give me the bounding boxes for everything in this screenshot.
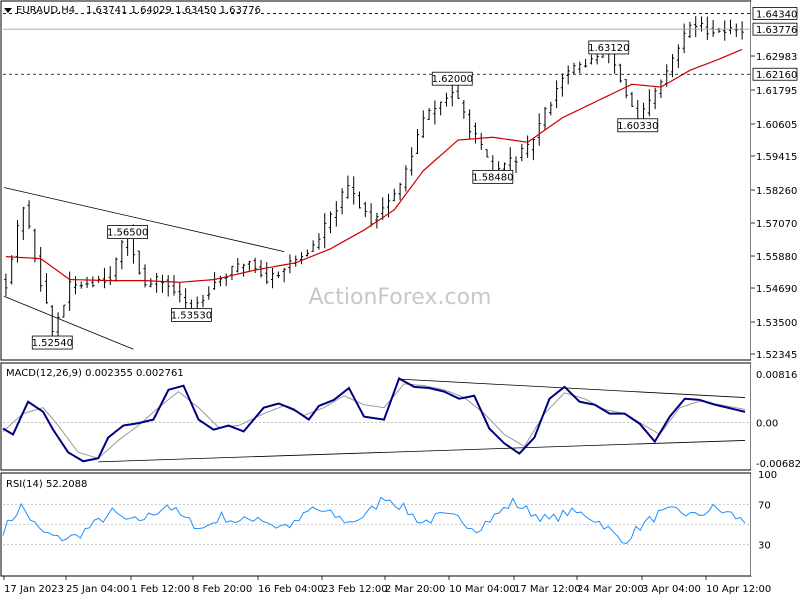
- price-tick-label: 1.59415: [756, 152, 797, 163]
- price-annotation-box: [107, 225, 149, 239]
- time-tick-label: 17 Jan 2023: [4, 584, 64, 595]
- time-tick-label: 10 Apr 12:00: [706, 584, 771, 595]
- time-tick-label: 24 Mar 20:00: [577, 584, 644, 595]
- price-tick-label: 1.61795: [756, 86, 797, 97]
- rsi-title: RSI(14) 52.2088: [6, 479, 87, 490]
- price-annotation-label: 1.58480: [472, 172, 513, 183]
- price-annotation-box: [588, 40, 630, 55]
- price-annotation-label: 1.63120: [588, 43, 629, 54]
- rsi-layer: [2, 496, 751, 546]
- price-scale: [751, 1, 799, 576]
- moving-average-line: [5, 48, 743, 283]
- time-tick-label: 23 Feb 12:00: [322, 584, 388, 595]
- watermark: ActionForex.com: [309, 285, 492, 310]
- time-tick-label: 17 Mar 12:00: [514, 584, 581, 595]
- price-level-badge: [752, 22, 798, 36]
- macd-tick-label: 0.00: [756, 419, 778, 430]
- price-annotation-label: 1.53530: [171, 310, 212, 321]
- macd-line: [2, 377, 746, 463]
- macd-signal-line: [2, 383, 746, 459]
- time-tick-label: 10 Mar 04:00: [449, 584, 516, 595]
- price-layer: 1.56500 1.52540 1.53530 1.62000 1.58480 1.631…: [3, 13, 751, 350]
- rsi-tick-label: 100: [758, 470, 777, 481]
- rsi-line: [2, 496, 746, 544]
- price-tick-label: 1.55880: [756, 252, 797, 263]
- price-trendline: [3, 295, 134, 350]
- price-annotation-label: 1.60330: [617, 121, 658, 132]
- price-annotation-box: [431, 71, 473, 86]
- macd-trendline: [98, 440, 746, 463]
- price-tick-label: 1.54690: [756, 284, 797, 295]
- time-tick-label: 8 Feb 20:00: [193, 584, 252, 595]
- price-annotation-label: 1.52540: [32, 338, 73, 349]
- price-level-badge-label: 1.63776: [756, 25, 797, 36]
- time-tick-label: 1 Feb 12:00: [131, 584, 190, 595]
- macd-panel: [0, 362, 752, 471]
- axis-layer: 1.641751.629831.617951.606051.594151.582…: [3, 7, 800, 595]
- price-tick-label: 1.53500: [756, 318, 797, 329]
- macd-layer: [2, 377, 751, 463]
- price-tick-label: 1.52345: [756, 350, 797, 361]
- chart-menu-arrow-icon[interactable]: [4, 8, 12, 13]
- rsi-tick-label: 30: [758, 541, 771, 552]
- time-tick-label: 3 Apr 04:00: [642, 584, 701, 595]
- price-level-badge-label: 1.62160: [756, 70, 797, 81]
- macd-trendline: [399, 378, 746, 398]
- ohlc-values: 1.63741 1.64029 1.63450 1.63776: [86, 5, 261, 16]
- time-tick-label: 2 Mar 20:00: [385, 584, 445, 595]
- price-annotation-box: [31, 335, 73, 350]
- macd-title: MACD(12,26,9) 0.002355 0.002761: [6, 368, 184, 379]
- price-annotation-box: [170, 308, 212, 322]
- price-annotation-label: 1.62000: [432, 74, 473, 85]
- price-annotation-box: [472, 169, 514, 184]
- price-tick-label: 1.57070: [756, 219, 797, 230]
- macd-tick-label: 0.00816: [756, 370, 797, 381]
- symbol-title: EURAUD,H4: [16, 5, 75, 16]
- price-tick-label: 1.62983: [756, 52, 797, 63]
- price-annotation-box: [617, 118, 659, 133]
- rsi-tick-label: 70: [758, 500, 771, 511]
- price-level-badge: [752, 7, 798, 20]
- price-level-badge: [752, 67, 798, 81]
- time-tick-label: 25 Jan 04:00: [66, 584, 129, 595]
- price-tick-label: 1.58260: [756, 186, 797, 197]
- price-tick-label: 1.60605: [756, 120, 797, 131]
- price-annotation-label: 1.56500: [107, 228, 148, 239]
- price-level-badge-label: 1.64340: [756, 9, 797, 20]
- time-tick-label: 16 Feb 04:00: [258, 584, 324, 595]
- price-trendline: [3, 187, 285, 253]
